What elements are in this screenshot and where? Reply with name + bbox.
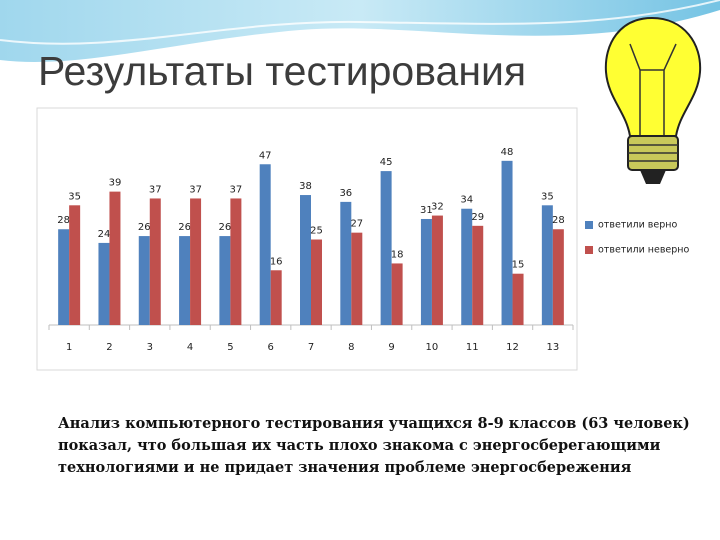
bar	[472, 225, 484, 325]
bar	[179, 236, 191, 325]
bar	[259, 164, 271, 325]
bar	[98, 242, 110, 325]
bar	[420, 218, 432, 325]
bar	[219, 236, 231, 325]
value-label: 27	[350, 219, 363, 230]
legend-swatch	[585, 246, 593, 254]
value-label: 29	[471, 212, 484, 223]
bar	[190, 198, 202, 325]
x-tick-label: 2	[106, 342, 112, 353]
bar	[300, 195, 311, 325]
bar	[512, 273, 524, 325]
value-label: 35	[68, 191, 81, 202]
x-tick-label: 5	[227, 342, 233, 353]
bar	[138, 236, 150, 325]
value-label: 15	[512, 260, 525, 271]
x-tick-label: 7	[308, 342, 314, 353]
bar	[351, 232, 363, 325]
x-tick-label: 11	[466, 342, 479, 353]
x-tick-label: 9	[388, 342, 394, 353]
bar	[230, 198, 242, 325]
legend-swatch	[585, 221, 593, 229]
bar	[69, 205, 81, 325]
value-label: 37	[149, 184, 162, 195]
value-label: 37	[230, 184, 243, 195]
x-tick-label: 4	[187, 342, 193, 353]
x-tick-label: 3	[147, 342, 153, 353]
x-tick-label: 6	[268, 342, 274, 353]
bar	[380, 171, 392, 325]
bar	[58, 229, 70, 325]
x-tick-label: 1	[66, 342, 72, 353]
value-label: 25	[310, 226, 323, 237]
summary-text: Анализ компьютерного тестирования учащих…	[58, 415, 690, 476]
value-label: 31	[420, 205, 433, 216]
value-label: 37	[189, 184, 202, 195]
value-label: 38	[299, 181, 312, 192]
value-label: 47	[259, 150, 272, 161]
bar	[149, 198, 161, 325]
value-label: 39	[109, 178, 122, 189]
value-label: 35	[541, 191, 554, 202]
value-label: 24	[98, 229, 111, 240]
value-label: 28	[552, 215, 565, 226]
value-label: 18	[391, 249, 404, 260]
bar	[340, 201, 352, 325]
value-label: 48	[501, 147, 514, 158]
value-label: 16	[270, 256, 283, 267]
bar	[431, 215, 443, 325]
value-label: 34	[460, 195, 473, 206]
slide-title: Результаты тестирования	[38, 48, 527, 94]
legend-label: ответили неверно	[598, 245, 690, 256]
x-tick-label: 8	[348, 342, 354, 353]
x-tick-label: 12	[506, 342, 519, 353]
bar	[541, 205, 553, 325]
value-label: 45	[380, 157, 393, 168]
x-tick-label: 13	[546, 342, 559, 353]
bar	[461, 208, 473, 325]
bar	[501, 160, 513, 325]
bar	[552, 229, 564, 325]
value-label: 36	[339, 188, 352, 199]
value-label: 26	[138, 222, 151, 233]
value-label: 26	[178, 222, 191, 233]
legend-label: ответили верно	[598, 220, 677, 231]
bar	[270, 270, 282, 325]
value-label: 32	[431, 202, 444, 213]
x-tick-label: 10	[426, 342, 439, 353]
bar	[391, 263, 403, 325]
bar	[311, 239, 322, 325]
value-label: 26	[219, 222, 232, 233]
value-label: 28	[57, 215, 70, 226]
bar	[109, 191, 121, 325]
